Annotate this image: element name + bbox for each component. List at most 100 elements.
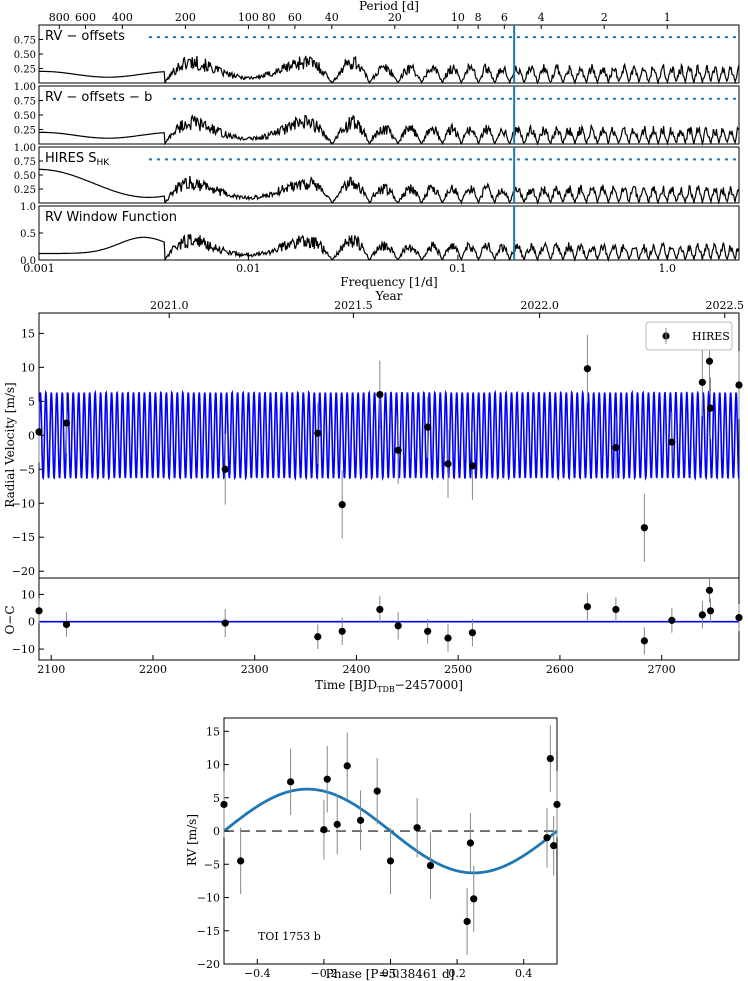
period-tick-label: 20 bbox=[388, 11, 402, 24]
phase-datapoint bbox=[323, 775, 331, 783]
periodogram-power-line bbox=[39, 168, 740, 205]
periodogram-ytick-label: 0.50 bbox=[14, 111, 36, 122]
rv-datapoint bbox=[468, 462, 477, 470]
rv-datapoint bbox=[735, 381, 743, 389]
phase-datapoint bbox=[466, 839, 475, 847]
phase-datapoint bbox=[373, 787, 381, 795]
period-tick-label: 40 bbox=[325, 11, 339, 24]
residual-datapoint bbox=[612, 605, 620, 614]
periodogram-ytick-label: 0.75 bbox=[14, 36, 36, 47]
panel-label-bg bbox=[43, 208, 187, 225]
time-tick-label: 2200 bbox=[139, 663, 167, 676]
year-tick-label: 2021.0 bbox=[150, 299, 189, 312]
residual-datapoint bbox=[221, 619, 229, 627]
legend-box bbox=[645, 321, 733, 351]
phase-ytick-label: −15 bbox=[197, 925, 220, 938]
phase-ytick-label: 15 bbox=[206, 725, 220, 738]
residual-datapoint bbox=[376, 605, 384, 614]
period-tick-label: 10 bbox=[451, 11, 465, 24]
phase-datapoint bbox=[386, 857, 395, 865]
phase-datapoint bbox=[546, 754, 554, 763]
residual-datapoint bbox=[668, 616, 676, 624]
residual-datapoint bbox=[314, 633, 322, 641]
phase-axis-xtitle: Phase [P=5.38461 d] bbox=[326, 967, 455, 981]
rv-datapoint bbox=[35, 428, 43, 436]
phase-datapoint bbox=[356, 816, 365, 824]
residual-datapoint bbox=[706, 607, 715, 615]
periodogram-ytick-label: 0.0 bbox=[20, 256, 36, 267]
periodogram-power-line bbox=[39, 234, 740, 263]
period-tick-label: 200 bbox=[175, 11, 196, 24]
rv-datapoint bbox=[698, 378, 706, 386]
period-tick-label: 2 bbox=[601, 11, 608, 24]
periodogram-power-line bbox=[39, 55, 740, 86]
frequency-tick-label: 0.001 bbox=[23, 262, 55, 275]
rv-datapoint bbox=[338, 501, 346, 509]
rv-ytick-label: −20 bbox=[12, 565, 35, 578]
time-axis-title: Time [BJDTDB−2457000] bbox=[315, 678, 463, 694]
phase-datapoint bbox=[543, 834, 551, 842]
period-tick-label: 80 bbox=[262, 11, 276, 24]
rv-ytick-label: 5 bbox=[28, 395, 35, 408]
phase-datapoint bbox=[220, 800, 228, 809]
panel-label-bg bbox=[43, 88, 171, 105]
rv-ytick-label: −15 bbox=[12, 531, 35, 544]
periodogram-ytick-label: 1.0 bbox=[20, 202, 36, 213]
periodogram-power-line bbox=[39, 113, 740, 147]
residual-ytick-label: −10 bbox=[12, 643, 35, 656]
panel-label-bg bbox=[43, 27, 139, 44]
rv-datapoint bbox=[221, 465, 229, 473]
frequency-tick-label: 0.1 bbox=[449, 262, 467, 275]
rv-ytick-label: 15 bbox=[21, 327, 35, 340]
period-tick-label: 8 bbox=[475, 11, 482, 24]
periodogram-ytick-label: 1.00 bbox=[14, 143, 36, 154]
residual-datapoint bbox=[35, 607, 43, 615]
periodogram-ytick-label: 0.75 bbox=[14, 97, 36, 108]
residual-panel-frame bbox=[38, 577, 740, 661]
residual-datapoint bbox=[640, 637, 648, 645]
residual-datapoint bbox=[424, 627, 432, 635]
period-tick-label: 6 bbox=[501, 11, 508, 24]
residual-datapoint bbox=[698, 611, 706, 619]
periodogram-ytick-label: 0.50 bbox=[14, 50, 36, 61]
phase-datapoint bbox=[333, 820, 341, 828]
periodogram-ytick-label: 0.25 bbox=[14, 185, 36, 196]
periodogram-panel-label: RV − offsets bbox=[45, 29, 125, 44]
rv-datapoint bbox=[640, 524, 648, 532]
time-tick-label: 2400 bbox=[342, 663, 370, 676]
frequency-axis-title: Frequency [1/d] bbox=[340, 275, 437, 289]
rv-datapoint bbox=[394, 446, 402, 454]
phase-datapoint bbox=[287, 778, 295, 786]
phase-datapoint bbox=[550, 842, 558, 850]
period-tick-label: 60 bbox=[288, 11, 302, 24]
year-tick-label: 2022.5 bbox=[706, 299, 745, 312]
phase-datapoint bbox=[320, 826, 328, 834]
time-tick-label: 2300 bbox=[241, 663, 269, 676]
phase-xtick-label: 0.0 bbox=[382, 967, 400, 980]
periodogram-ytick-label: 1.00 bbox=[14, 82, 36, 93]
time-tick-label: 2700 bbox=[648, 663, 676, 676]
residual-ytick-label: 10 bbox=[21, 588, 35, 601]
rv-datapoint bbox=[705, 357, 714, 365]
phase-datapoint bbox=[343, 762, 351, 770]
phase-ytick-label: −5 bbox=[204, 858, 220, 871]
phase-datapoint bbox=[470, 895, 478, 903]
periodogram-ytick-label: 0.25 bbox=[14, 126, 36, 137]
phase-xtick-label: −0.2 bbox=[311, 967, 338, 980]
period-tick-label: 4 bbox=[538, 11, 545, 24]
time-tick-label: 2500 bbox=[444, 663, 472, 676]
phase-ytick-label: 5 bbox=[213, 792, 220, 805]
rv-datapoint bbox=[444, 460, 452, 468]
residual-datapoint bbox=[394, 622, 402, 630]
residual-datapoint bbox=[338, 627, 346, 635]
rv-ytick-label: 10 bbox=[21, 361, 35, 374]
rv-datapoint bbox=[668, 438, 676, 446]
rv-datapoint bbox=[706, 404, 715, 412]
time-tick-label: 2100 bbox=[37, 663, 65, 676]
year-tick-label: 2022.0 bbox=[520, 299, 559, 312]
rv-ytick-label: −5 bbox=[19, 463, 35, 476]
rv-datapoint bbox=[424, 423, 432, 431]
panel-label-bg bbox=[43, 149, 115, 166]
periodogram-ytick-label: 0.75 bbox=[14, 157, 36, 168]
residual-datapoint bbox=[705, 586, 714, 594]
